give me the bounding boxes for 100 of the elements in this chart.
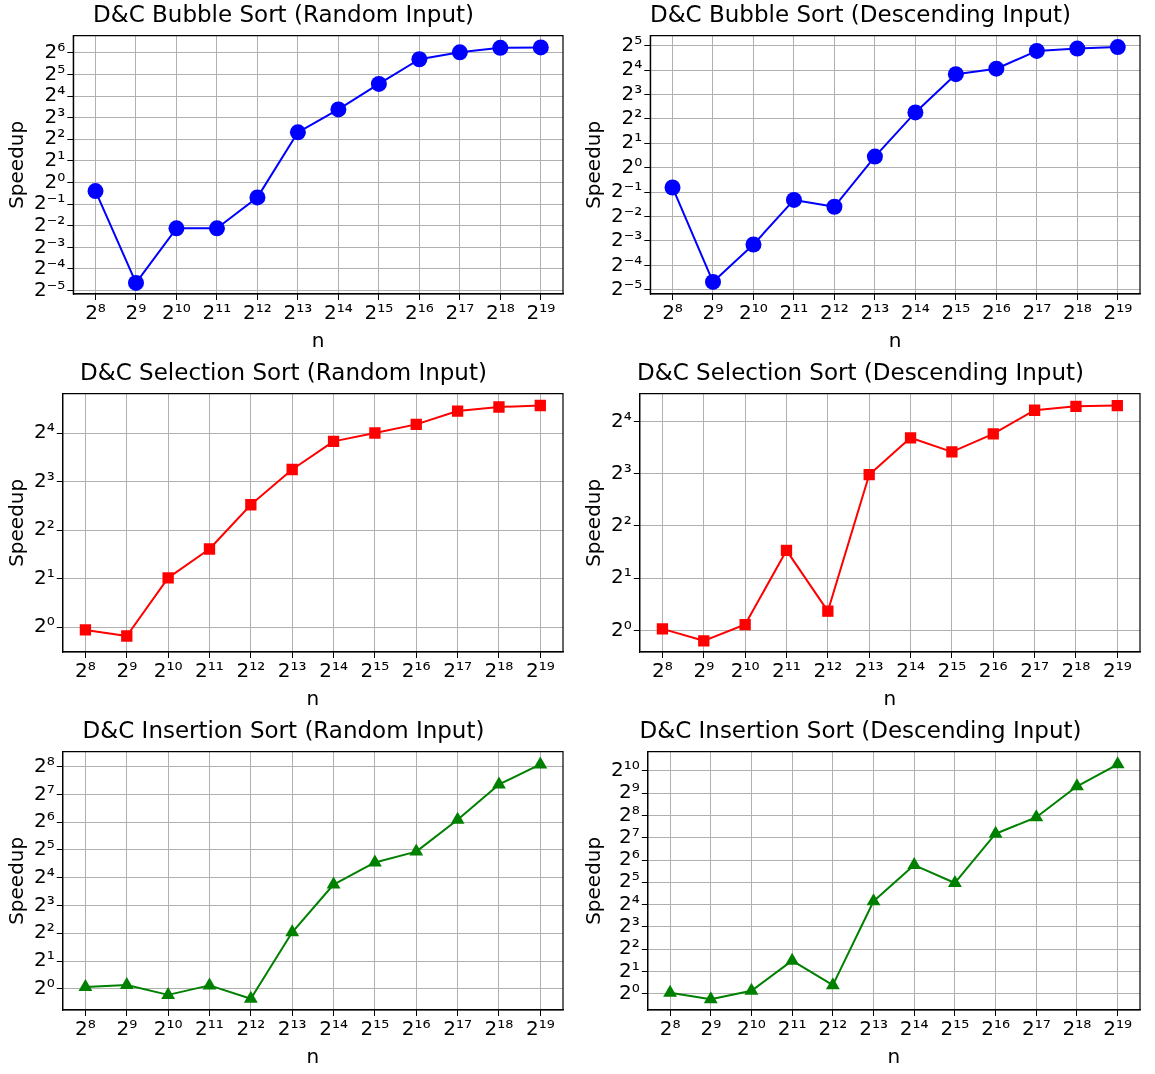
x-tick-label: 2¹²: [820, 300, 849, 325]
point: [785, 191, 802, 208]
y-tick-label: 2⁰: [610, 616, 632, 641]
x-tick-label: 2¹⁰: [737, 1016, 766, 1041]
y-axis-title: Speedup: [581, 478, 606, 567]
point: [907, 857, 922, 870]
y-tick-label: 2²: [621, 105, 643, 130]
point: [243, 990, 258, 1003]
y-axis-title: Speedup: [581, 120, 606, 209]
point: [534, 399, 546, 412]
y-tick-label: 2⁵: [619, 868, 640, 893]
point: [450, 811, 465, 824]
y-axis-title: Speedup: [4, 478, 29, 567]
x-tick-label: 2¹⁴: [319, 658, 348, 683]
x-tick-label: 2¹⁹: [1103, 1016, 1133, 1041]
point: [1029, 809, 1044, 822]
x-tick-label: 2⁹: [116, 1016, 138, 1041]
x-tick-label: 2¹⁴: [324, 300, 353, 325]
y-tick-label: 2⁰: [621, 153, 643, 178]
point: [532, 39, 549, 56]
y-tick-label: 2¹⁰: [610, 757, 640, 782]
point: [866, 893, 881, 906]
y-axis-title: Speedup: [4, 836, 29, 925]
x-tick-label: 2¹⁶: [981, 1016, 1010, 1041]
point: [947, 66, 964, 83]
point: [1069, 40, 1086, 57]
x-tick-label: 2¹⁰: [739, 300, 768, 325]
point: [822, 605, 834, 617]
point: [492, 39, 509, 56]
point: [168, 220, 185, 237]
y-tick-label: 2⁻⁴: [610, 251, 643, 276]
y-tick-label: 2³: [621, 80, 643, 105]
y-tick-label: 2⁻³: [610, 227, 643, 252]
point: [988, 60, 1005, 77]
x-tick-label: 2¹²: [818, 1016, 848, 1041]
x-axis-title: n: [888, 328, 902, 353]
point: [326, 876, 341, 889]
point: [119, 977, 134, 990]
x-tick-label: 2⁸: [659, 1016, 681, 1041]
point: [988, 825, 1003, 838]
point: [1070, 400, 1082, 412]
y-tick-label: 2¹: [621, 129, 643, 154]
y-axis-title: Speedup: [4, 120, 29, 209]
y-tick-label: 2⁻²: [610, 202, 643, 227]
point: [825, 977, 840, 990]
y-tick-label: 2⁶: [44, 38, 66, 63]
y-tick-label: 2⁰: [33, 613, 55, 638]
y-tick-label: 2⁴: [610, 407, 632, 432]
x-tick-label: 2¹⁹: [525, 658, 555, 683]
x-tick-label: 2¹²: [813, 658, 843, 683]
x-axis-title: n: [311, 328, 325, 353]
x-tick-label: 2⁸: [662, 300, 683, 325]
point: [739, 618, 751, 631]
point: [1110, 756, 1125, 769]
x-tick-label: 2¹⁴: [896, 658, 925, 683]
y-tick-label: 2²: [33, 919, 55, 944]
point: [409, 843, 424, 856]
y-tick-label: 2⁰: [33, 975, 55, 1000]
point: [410, 418, 422, 431]
x-tick-label: 2¹⁴: [901, 300, 930, 325]
y-tick-label: 2³: [33, 467, 55, 492]
x-tick-label: 2¹⁷: [1022, 300, 1052, 325]
x-axis-title: n: [883, 686, 897, 711]
y-tick-label: 2¹: [610, 564, 632, 589]
point: [664, 179, 681, 196]
x-tick-label: 2¹³: [277, 658, 307, 683]
x-tick-label: 2¹⁷: [1020, 658, 1049, 683]
point: [285, 924, 300, 937]
point: [866, 148, 883, 165]
y-tick-label: 2⁴: [33, 863, 55, 888]
x-tick-label: 2⁹: [125, 300, 147, 325]
point: [121, 630, 133, 642]
x-tick-label: 2¹⁸: [1062, 1016, 1092, 1041]
x-tick-label: 2¹²: [236, 658, 266, 683]
x-tick-label: 2¹⁸: [484, 1016, 514, 1041]
y-tick-label: 2⁹: [619, 779, 640, 804]
chart-title: D&C Selection Sort (Random Input): [80, 358, 487, 385]
y-tick-label: 2²: [610, 512, 632, 537]
x-tick-label: 2¹⁸: [485, 300, 515, 325]
y-tick-label: 2⁴: [33, 419, 55, 444]
x-tick-label: 2¹¹: [202, 300, 232, 325]
y-tick-label: 2⁵: [621, 31, 643, 56]
y-tick-label: 2¹: [33, 564, 55, 589]
point: [127, 274, 144, 291]
x-axis-title: n: [306, 1044, 320, 1069]
point: [79, 624, 92, 636]
point: [704, 273, 721, 290]
point: [907, 104, 924, 121]
x-tick-label: 2¹⁵: [937, 658, 967, 683]
point: [785, 952, 800, 965]
y-tick-label: 2⁻³: [33, 233, 66, 258]
x-tick-label: 2¹⁰: [153, 658, 183, 683]
x-tick-label: 2¹¹: [777, 1016, 807, 1041]
y-tick-label: 2⁻¹: [610, 178, 643, 203]
x-tick-label: 2¹³: [283, 300, 313, 325]
y-tick-label: 2⁵: [44, 60, 66, 85]
x-tick-label: 2¹⁹: [526, 300, 556, 325]
x-tick-label: 2¹⁵: [364, 300, 394, 325]
point: [698, 635, 710, 647]
y-tick-label: 2⁴: [619, 890, 640, 915]
